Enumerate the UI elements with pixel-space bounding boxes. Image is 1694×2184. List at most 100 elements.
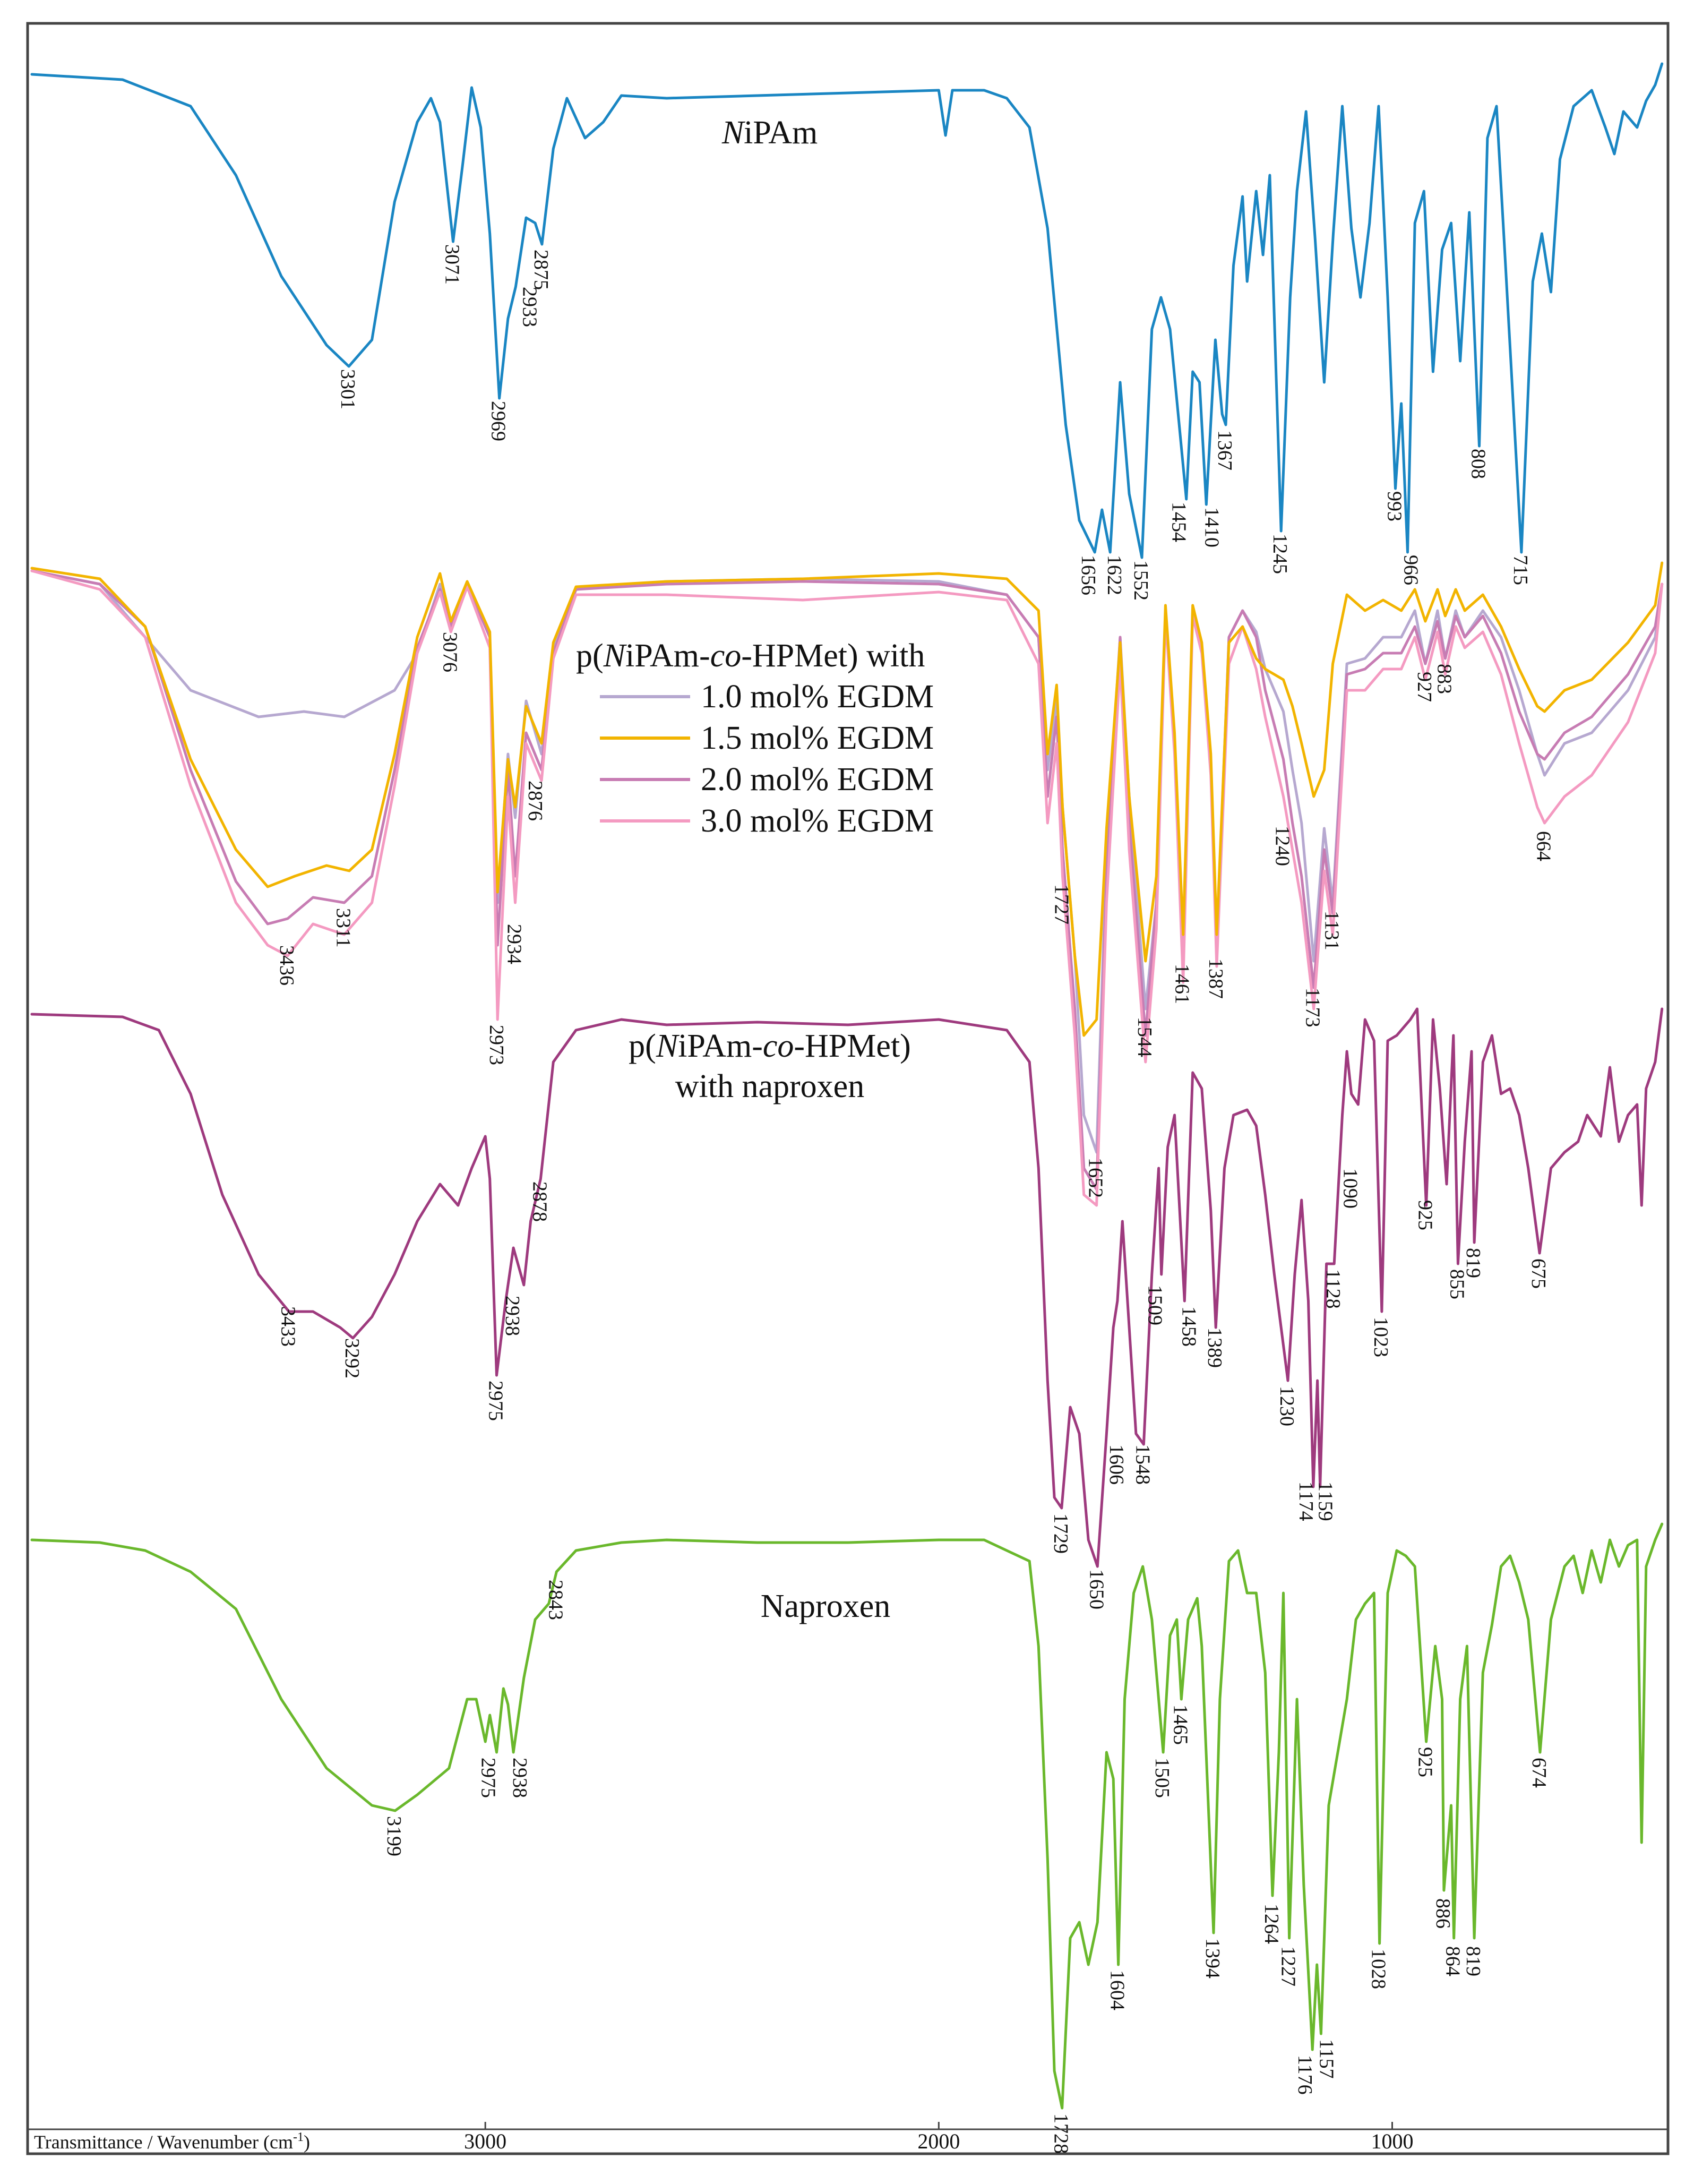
peak-label: 2875 [530,250,552,290]
peak-label: 1174 [1295,1481,1317,1521]
x-axis-title-main: Transmittance / Wavenumber (cm [34,2131,293,2153]
peak-label: 1159 [1314,1481,1337,1521]
trace-label-4: Naproxen [761,1588,890,1624]
peak-label: 927 [1413,672,1435,702]
peak-label: 3301 [337,369,359,409]
peak-label: 1454 [1168,502,1190,542]
peak-label: 2878 [528,1181,551,1222]
peak-label: 1394 [1201,1938,1224,1979]
legend-entry: 2.0 mol% EGDM [701,761,934,798]
peak-label: 925 [1414,1747,1437,1777]
peak-label: 1157 [1315,2039,1337,2079]
peak-label: 2969 [487,401,510,441]
legend-entry: 1.0 mol% EGDM [701,679,934,715]
x-axis-title-close: ) [304,2131,310,2153]
peak-label: 1128 [1322,1269,1344,1309]
spectrum-line-4 [30,569,1664,1207]
trace-label-part: N [656,1028,680,1064]
peak-label: 3076 [438,632,461,672]
legend: 1.0 mol% EGDM 1.5 mol% EGDM 2.0 mol% EGDM 3… [600,679,934,839]
peak-label: 1656 [1077,555,1099,595]
peak-label: 2876 [524,781,546,821]
trace-label-3: p(NiPAm-co-HPMet) [629,1028,911,1064]
spectrum-line-6 [30,1007,1664,1568]
peak-label: 2938 [501,1296,523,1336]
figure-border [26,22,1670,2155]
trace-label-part: iPAm- [625,638,710,674]
peak-label: 1367 [1214,430,1236,470]
trace-label-1: NiPAm [721,115,818,151]
peak-label: 864 [1442,1946,1464,1976]
legend-entry: 1.5 mol% EGDM [701,720,934,756]
peak-label: 1023 [1370,1317,1392,1357]
peak-label: 1552 [1130,560,1152,601]
x-tick-label: 1000 [1371,2129,1414,2153]
peak-label: 3071 [441,244,463,285]
peak-label: 1622 [1103,555,1125,595]
peak-label: 855 [1446,1269,1468,1299]
peak-label: 1604 [1106,1970,1129,2010]
peak-label: 2843 [544,1580,566,1620]
trace-label-part: iPAm [744,115,818,151]
trace-label-part: co [710,638,742,674]
peak-label: 3311 [332,908,355,948]
peak-label: 1230 [1276,1386,1298,1426]
peak-label: 1729 [1050,1513,1072,1554]
peak-label: 2934 [503,924,526,964]
x-axis: 3000 2000 1000 Transmittance / Wavenumber (… [28,2122,1668,2153]
peak-label: 1727 [1051,884,1073,924]
trace-label-part: -HPMet) [794,1028,910,1064]
peak-label: 1458 [1177,1306,1200,1347]
peak-label: 2938 [509,1758,531,1798]
peak-label: 1227 [1277,1946,1300,1986]
trace-label-2: p(NiPAm-co-HPMet) with [576,638,925,674]
peak-label: 1728 [1050,2113,1072,2154]
peak-label: 2975 [477,1758,500,1798]
peak-label: 993 [1383,491,1406,521]
x-axis-title: Transmittance / Wavenumber (cm-1) [34,2130,310,2153]
peak-label: 1176 [1294,2055,1316,2095]
trace-label-part: N [603,638,627,674]
peak-label: 1606 [1105,1444,1128,1485]
peak-label: 1240 [1271,826,1294,866]
peak-label: 1173 [1302,988,1324,1027]
peak-label: 674 [1528,1758,1550,1788]
peak-label: 1461 [1171,964,1193,1004]
peak-label: 2975 [485,1381,507,1421]
peak-label: 1652 [1085,1158,1107,1198]
peak-label: 675 [1527,1258,1550,1289]
peak-label: 1264 [1260,1904,1283,1944]
legend-entry: 3.0 mol% EGDM [701,803,934,839]
peak-label: 1090 [1339,1168,1362,1209]
peak-label: 808 [1467,449,1490,479]
x-tick-label: 3000 [464,2129,506,2153]
peak-label: 664 [1533,831,1555,861]
trace-label-part: -HPMet) with [741,638,925,674]
peak-label: 1410 [1200,507,1223,547]
peak-label: 925 [1414,1200,1437,1230]
peak-label: 1544 [1133,1017,1156,1057]
trace-label-part: N [721,115,746,151]
trace-label-line2: with naproxen [675,1068,864,1104]
trace-label-part: iPAm- [678,1028,763,1064]
peak-label: 715 [1509,555,1532,585]
peak-label: 1505 [1151,1758,1173,1798]
peak-label: 1509 [1144,1285,1166,1325]
trace-label-part: p( [629,1028,656,1064]
peak-label: 1028 [1368,1949,1390,1989]
peak-label: 1245 [1269,534,1291,574]
peak-label: 1548 [1131,1444,1154,1485]
x-axis-title-sup: -1 [293,2130,304,2144]
peak-label: 3199 [383,1816,405,1856]
peak-label: 3436 [276,945,298,986]
peak-label: 883 [1433,664,1455,694]
spectra-traces [30,62,1664,2110]
trace-label-part: co [763,1028,794,1064]
spectrum-line-7 [30,1522,1664,2110]
peak-label: 1387 [1205,958,1227,999]
trace-label-part: p( [576,638,604,674]
spectrum-line-5 [30,561,1664,1037]
x-tick-label: 2000 [917,2129,960,2153]
